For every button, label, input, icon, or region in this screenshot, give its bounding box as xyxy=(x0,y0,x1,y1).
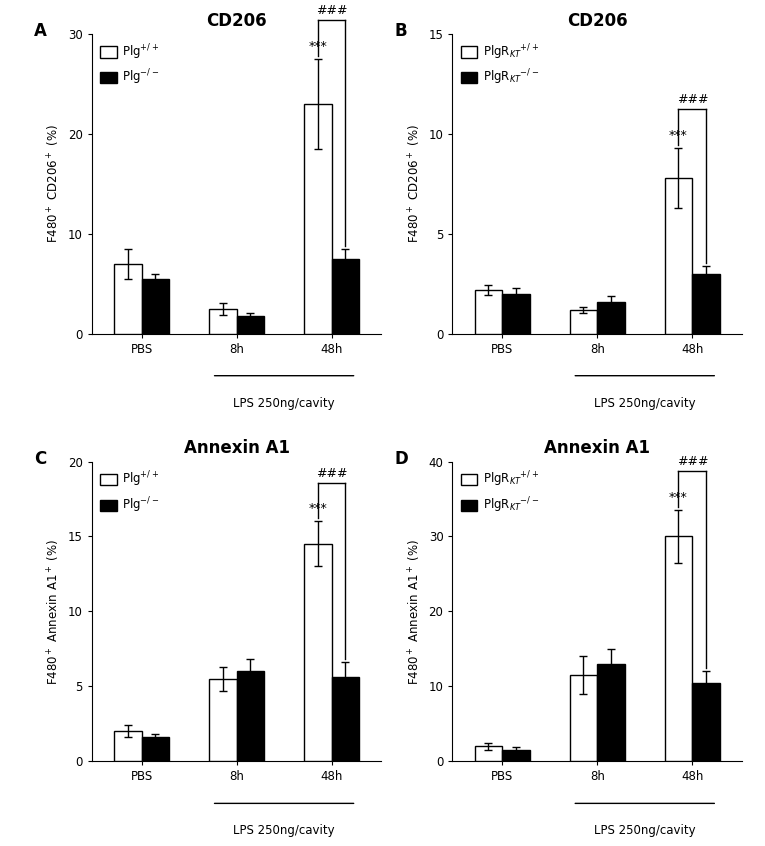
Text: ###: ### xyxy=(316,4,347,17)
Bar xyxy=(236,672,264,761)
Bar xyxy=(570,310,597,333)
Title: Annexin A1: Annexin A1 xyxy=(544,439,650,457)
Y-axis label: F480$^+$ CD206$^+$ (%): F480$^+$ CD206$^+$ (%) xyxy=(46,124,62,243)
Legend: Plg$^{+/+}$, Plg$^{-/-}$: Plg$^{+/+}$, Plg$^{-/-}$ xyxy=(98,468,162,517)
Y-axis label: F480$^+$ Annexin A1$^+$ (%): F480$^+$ Annexin A1$^+$ (%) xyxy=(407,538,423,684)
Legend: PlgR$_{KT}$$^{+/+}$, PlgR$_{KT}$$^{-/-}$: PlgR$_{KT}$$^{+/+}$, PlgR$_{KT}$$^{-/-}$ xyxy=(458,468,542,517)
Bar xyxy=(503,750,530,761)
Bar xyxy=(304,104,331,333)
Y-axis label: F480$^+$ Annexin A1$^+$ (%): F480$^+$ Annexin A1$^+$ (%) xyxy=(46,538,62,684)
Bar xyxy=(665,536,692,761)
Bar xyxy=(331,678,360,761)
Legend: Plg$^{+/+}$, Plg$^{-/-}$: Plg$^{+/+}$, Plg$^{-/-}$ xyxy=(98,40,162,90)
Legend: PlgR$_{KT}$$^{+/+}$, PlgR$_{KT}$$^{-/-}$: PlgR$_{KT}$$^{+/+}$, PlgR$_{KT}$$^{-/-}$ xyxy=(458,40,542,90)
Text: ###: ### xyxy=(676,93,708,106)
Text: C: C xyxy=(34,449,46,468)
Bar xyxy=(142,278,169,333)
Bar xyxy=(142,738,169,761)
Text: LPS 250ng/cavity: LPS 250ng/cavity xyxy=(233,397,335,409)
Text: LPS 250ng/cavity: LPS 250ng/cavity xyxy=(233,824,335,838)
Bar xyxy=(597,664,625,761)
Bar xyxy=(209,309,236,333)
Text: D: D xyxy=(395,449,409,468)
Bar xyxy=(209,679,236,761)
Text: ###: ### xyxy=(676,455,708,469)
Bar xyxy=(474,746,503,761)
Bar xyxy=(114,732,142,761)
Bar xyxy=(570,675,597,761)
Title: CD206: CD206 xyxy=(207,12,267,30)
Text: B: B xyxy=(395,22,407,40)
Y-axis label: F480$^+$ CD206$^+$ (%): F480$^+$ CD206$^+$ (%) xyxy=(407,124,423,243)
Title: Annexin A1: Annexin A1 xyxy=(184,439,290,457)
Text: ***: *** xyxy=(308,503,327,515)
Bar xyxy=(236,316,264,333)
Text: LPS 250ng/cavity: LPS 250ng/cavity xyxy=(594,824,695,838)
Bar xyxy=(692,274,720,333)
Text: LPS 250ng/cavity: LPS 250ng/cavity xyxy=(594,397,695,409)
Bar xyxy=(331,259,360,333)
Bar xyxy=(597,302,625,333)
Bar xyxy=(304,544,331,761)
Bar xyxy=(503,294,530,333)
Bar xyxy=(692,683,720,761)
Bar xyxy=(114,264,142,333)
Text: A: A xyxy=(34,22,47,40)
Text: ***: *** xyxy=(669,492,688,504)
Text: ###: ### xyxy=(316,466,347,480)
Title: CD206: CD206 xyxy=(567,12,627,30)
Text: ***: *** xyxy=(308,40,327,52)
Text: ***: *** xyxy=(669,129,688,142)
Bar xyxy=(474,289,503,333)
Bar xyxy=(665,178,692,333)
